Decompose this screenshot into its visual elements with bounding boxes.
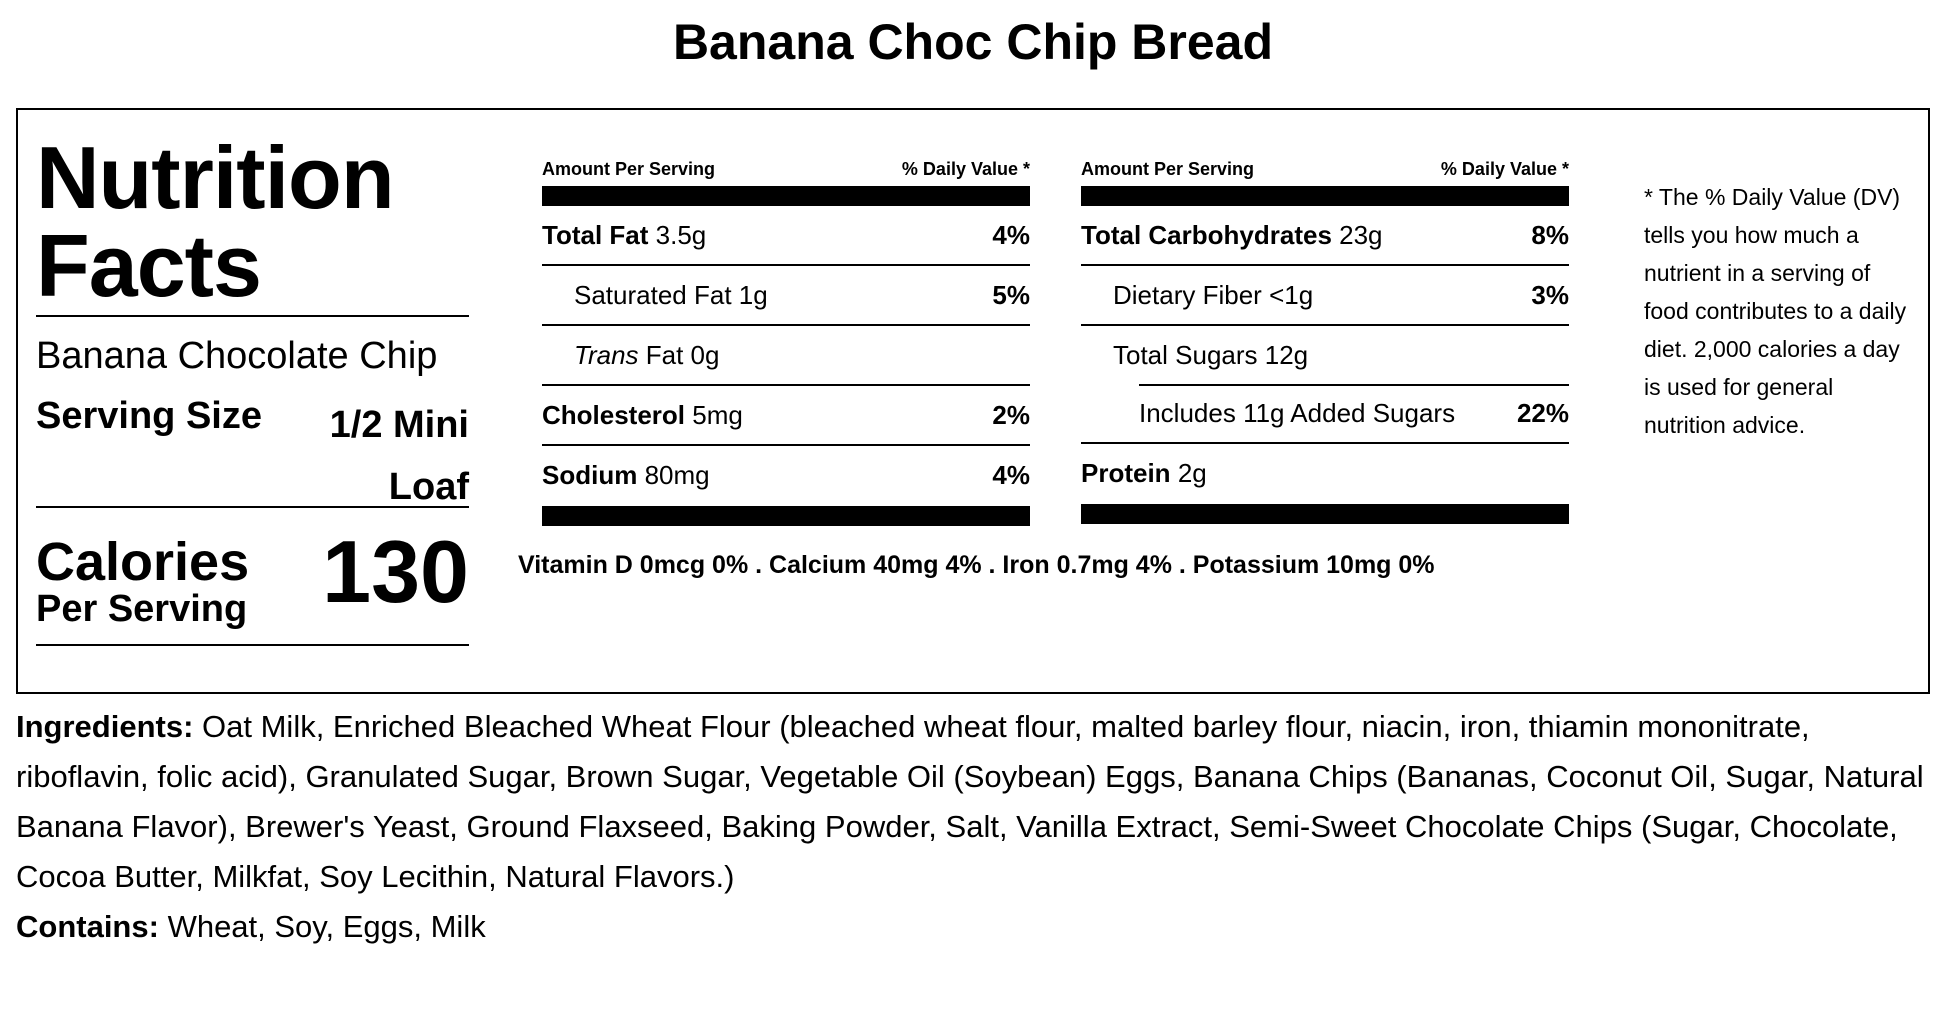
nutrient-name: Total Carbohydrates (1081, 219, 1332, 250)
thick-rule (1081, 186, 1569, 206)
calories-rule (36, 644, 469, 646)
table-header: Amount Per Serving % Daily Value * (542, 158, 1030, 180)
nutrient-dv: 8% (1531, 219, 1569, 250)
nutrient-row-protein: Protein 2g (1081, 442, 1569, 502)
nutrient-row-saturated-fat: Saturated Fat 1g 5% (542, 264, 1030, 324)
nutrient-dv: 3% (1531, 279, 1569, 310)
vitamins-minerals: Vitamin D 0mcg 0% . Calcium 40mg 4% . Ir… (518, 551, 1435, 579)
serving-size-label: Serving Size (36, 395, 262, 437)
nutrient-name: Includes 11g Added Sugars (1139, 397, 1456, 428)
ingredients-text: Oat Milk, Enriched Bleached Wheat Flour … (16, 709, 1924, 894)
daily-value-label: % Daily Value * (901, 159, 1030, 179)
nutrient-name: Cholesterol (542, 399, 686, 430)
amount-per-serving-label: Amount Per Serving (542, 159, 716, 179)
contains-paragraph: Contains: Wheat, Soy, Eggs, Milk (16, 902, 1930, 952)
ingredients-section: Ingredients: Oat Milk, Enriched Bleached… (16, 702, 1930, 952)
product-name: Banana Chocolate Chip (36, 335, 438, 377)
nutrient-amount: 1g (738, 279, 768, 310)
nutrient-dv: 2% (992, 399, 1030, 430)
ingredients-label: Ingredients: (16, 709, 194, 744)
calories-label: Calories (36, 532, 250, 592)
daily-value-footnote: * The % Daily Value (DV) tells you how m… (1644, 184, 1907, 438)
amount-per-serving-label: Amount Per Serving (1081, 159, 1255, 179)
nutrient-amount: 5mg (692, 399, 743, 430)
nutrient-amount: 2g (1177, 457, 1207, 488)
nutrient-amount: <1g (1269, 279, 1314, 310)
nutrient-name: Total Fat (542, 219, 649, 250)
nutrient-row-dietary-fiber: Dietary Fiber <1g 3% (1081, 264, 1569, 324)
nutrient-row-total-fat: Total Fat 3.5g 4% (542, 206, 1030, 264)
nutrient-name: Protein (1081, 457, 1171, 488)
nutrient-dv: 4% (992, 459, 1030, 490)
calories-sublabel: Per Serving (36, 588, 248, 630)
contains-text: Wheat, Soy, Eggs, Milk (167, 909, 486, 944)
thick-rule-bottom (542, 506, 1030, 526)
nutrient-dv: 5% (992, 279, 1030, 310)
nutrient-amount: 80mg (644, 459, 710, 490)
serving-rule (36, 506, 469, 508)
nutrient-amount: 3.5g (655, 219, 707, 250)
nutrient-dv: 4% (992, 219, 1030, 250)
calories-value: 130 (322, 522, 469, 621)
page-title: Banana Choc Chip Bread (672, 14, 1274, 70)
daily-value-label: % Daily Value * (1440, 159, 1569, 179)
nutrient-row-added-sugars: Includes 11g Added Sugars 22% (1081, 384, 1569, 442)
table-header: Amount Per Serving % Daily Value * (1081, 158, 1569, 180)
nutrient-row-total-carbohydrates: Total Carbohydrates 23g 8% (1081, 206, 1569, 264)
ingredients-paragraph: Ingredients: Oat Milk, Enriched Bleached… (16, 702, 1930, 902)
nutrient-name: Sodium (542, 459, 638, 490)
nutrient-name: Trans (574, 339, 639, 370)
nutrient-name: Dietary Fiber (1113, 279, 1262, 310)
thick-rule (542, 186, 1030, 206)
heading-rule (36, 315, 469, 317)
nutrient-name: Total Sugars (1113, 339, 1258, 370)
nutrient-row-trans-fat: Trans Fat 0g (542, 324, 1030, 384)
nutrient-name: Saturated Fat (574, 279, 732, 310)
nutrition-facts-panel: Nutrition Facts Banana Chocolate Chip Se… (16, 108, 1930, 694)
nutrient-row-total-sugars: Total Sugars 12g (1081, 324, 1569, 384)
nutrient-amount: 23g (1339, 219, 1383, 250)
nutrient-amount: 12g (1264, 339, 1309, 370)
serving-size-value: 1/2 Mini Loaf (329, 404, 469, 508)
contains-label: Contains: (16, 909, 159, 944)
thick-rule-bottom (1081, 504, 1569, 524)
nutrient-table-left: Amount Per Serving % Daily Value * Total… (542, 158, 1030, 526)
nutrient-dv: 22% (1516, 397, 1569, 428)
nutrient-amount: Fat 0g (645, 339, 720, 370)
nutrient-row-cholesterol: Cholesterol 5mg 2% (542, 384, 1030, 444)
nutrient-row-sodium: Sodium 80mg 4% (542, 444, 1030, 504)
nutrition-facts-heading: Nutrition Facts (36, 128, 395, 315)
nutrient-table-right: Amount Per Serving % Daily Value * Total… (1081, 158, 1569, 524)
